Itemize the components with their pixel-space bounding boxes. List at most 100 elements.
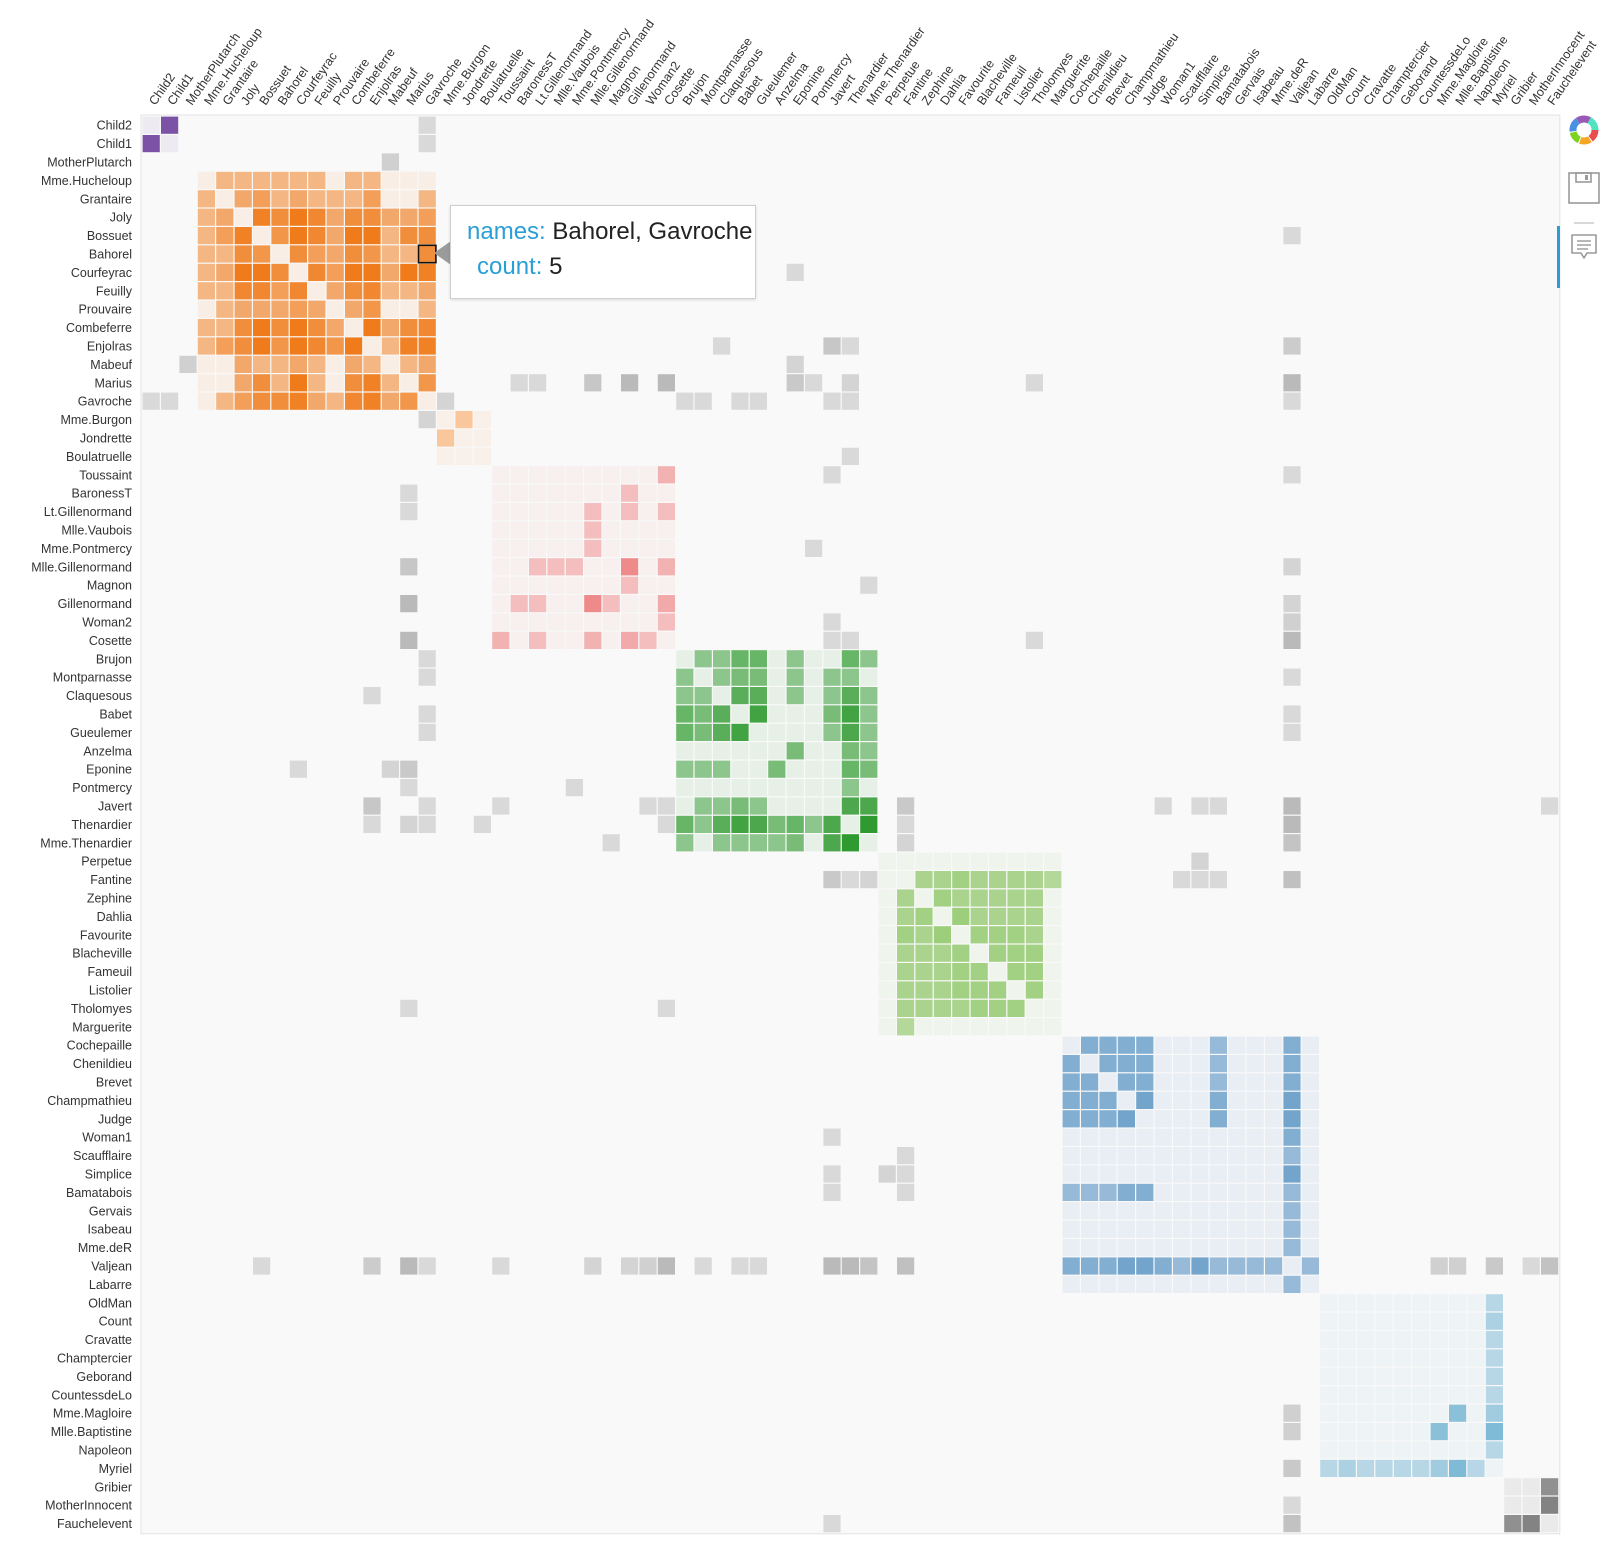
matrix-cell[interactable] — [1338, 1423, 1356, 1441]
matrix-cell[interactable] — [989, 981, 1007, 999]
matrix-cell[interactable] — [1283, 374, 1301, 392]
matrix-cell[interactable] — [289, 208, 307, 226]
matrix-cell[interactable] — [1209, 1202, 1227, 1220]
matrix-cell[interactable] — [1081, 1202, 1099, 1220]
matrix-cell[interactable] — [1412, 1423, 1430, 1441]
matrix-cell[interactable] — [768, 650, 786, 668]
matrix-cell[interactable] — [1209, 1220, 1227, 1238]
matrix-cell[interactable] — [731, 687, 749, 705]
matrix-cell[interactable] — [713, 337, 731, 355]
matrix-cell[interactable] — [749, 705, 767, 723]
matrix-cell[interactable] — [584, 576, 602, 594]
matrix-cell[interactable] — [897, 1018, 915, 1036]
matrix-cell[interactable] — [345, 227, 363, 245]
matrix-cell[interactable] — [253, 245, 271, 263]
matrix-cell[interactable] — [529, 558, 547, 576]
matrix-cell[interactable] — [1007, 963, 1025, 981]
matrix-cell[interactable] — [952, 926, 970, 944]
matrix-cell[interactable] — [529, 521, 547, 539]
matrix-cell[interactable] — [234, 392, 252, 410]
matrix-cell[interactable] — [584, 595, 602, 613]
matrix-cell[interactable] — [952, 999, 970, 1017]
matrix-cell[interactable] — [1228, 1073, 1246, 1091]
matrix-cell[interactable] — [1007, 871, 1025, 889]
matrix-cell[interactable] — [326, 227, 344, 245]
matrix-cell[interactable] — [308, 374, 326, 392]
matrix-cell[interactable] — [345, 245, 363, 263]
matrix-cell[interactable] — [418, 171, 436, 189]
matrix-cell[interactable] — [1338, 1331, 1356, 1349]
matrix-cell[interactable] — [676, 705, 694, 723]
matrix-cell[interactable] — [547, 631, 565, 649]
matrix-cell[interactable] — [1301, 1239, 1319, 1257]
matrix-cell[interactable] — [878, 926, 896, 944]
matrix-cell[interactable] — [1081, 1128, 1099, 1146]
matrix-cell[interactable] — [1062, 1091, 1080, 1109]
matrix-cell[interactable] — [492, 466, 510, 484]
matrix-cell[interactable] — [197, 282, 215, 300]
matrix-cell[interactable] — [694, 668, 712, 686]
matrix-cell[interactable] — [639, 1257, 657, 1275]
matrix-cell[interactable] — [621, 466, 639, 484]
matrix-cell[interactable] — [970, 852, 988, 870]
matrix-cell[interactable] — [1412, 1367, 1430, 1385]
matrix-cell[interactable] — [565, 484, 583, 502]
matrix-cell[interactable] — [694, 815, 712, 833]
matrix-cell[interactable] — [400, 558, 418, 576]
matrix-cell[interactable] — [1191, 1128, 1209, 1146]
matrix-cell[interactable] — [1173, 1147, 1191, 1165]
matrix-cell[interactable] — [381, 153, 399, 171]
matrix-cell[interactable] — [897, 1183, 915, 1201]
matrix-cell[interactable] — [1099, 1036, 1117, 1054]
matrix-cell[interactable] — [1375, 1331, 1393, 1349]
matrix-cell[interactable] — [400, 999, 418, 1017]
matrix-cell[interactable] — [381, 282, 399, 300]
matrix-cell[interactable] — [1191, 1055, 1209, 1073]
matrix-cell[interactable] — [731, 815, 749, 833]
matrix-cell[interactable] — [308, 208, 326, 226]
matrix-cell[interactable] — [271, 208, 289, 226]
matrix-cell[interactable] — [1338, 1386, 1356, 1404]
matrix-cell[interactable] — [657, 466, 675, 484]
matrix-cell[interactable] — [1283, 1515, 1301, 1533]
matrix-cell[interactable] — [676, 815, 694, 833]
matrix-cell[interactable] — [657, 1257, 675, 1275]
matrix-cell[interactable] — [731, 760, 749, 778]
matrix-cell[interactable] — [308, 245, 326, 263]
matrix-cell[interactable] — [1062, 1036, 1080, 1054]
matrix-cell[interactable] — [418, 263, 436, 281]
matrix-cell[interactable] — [1136, 1128, 1154, 1146]
matrix-cell[interactable] — [897, 999, 915, 1017]
matrix-cell[interactable] — [381, 300, 399, 318]
matrix-cell[interactable] — [1283, 1165, 1301, 1183]
matrix-cell[interactable] — [1136, 1147, 1154, 1165]
matrix-cell[interactable] — [1228, 1257, 1246, 1275]
matrix-cell[interactable] — [823, 687, 841, 705]
matrix-cell[interactable] — [1541, 1478, 1559, 1496]
matrix-cell[interactable] — [1025, 907, 1043, 925]
matrix-cell[interactable] — [418, 797, 436, 815]
matrix-cell[interactable] — [1099, 1073, 1117, 1091]
matrix-cell[interactable] — [1007, 1018, 1025, 1036]
matrix-cell[interactable] — [418, 319, 436, 337]
matrix-cell[interactable] — [823, 797, 841, 815]
matrix-cell[interactable] — [216, 171, 234, 189]
matrix-cell[interactable] — [216, 263, 234, 281]
matrix-cell[interactable] — [1025, 963, 1043, 981]
matrix-cell[interactable] — [234, 171, 252, 189]
matrix-cell[interactable] — [492, 503, 510, 521]
matrix-cell[interactable] — [1191, 1165, 1209, 1183]
matrix-cell[interactable] — [418, 668, 436, 686]
matrix-cell[interactable] — [786, 834, 804, 852]
matrix-cell[interactable] — [621, 521, 639, 539]
matrix-cell[interactable] — [363, 319, 381, 337]
matrix-cell[interactable] — [1320, 1294, 1338, 1312]
matrix-cell[interactable] — [197, 337, 215, 355]
matrix-cell[interactable] — [565, 779, 583, 797]
matrix-cell[interactable] — [841, 705, 859, 723]
matrix-cell[interactable] — [1283, 1091, 1301, 1109]
matrix-cell[interactable] — [970, 1018, 988, 1036]
matrix-cell[interactable] — [1062, 1110, 1080, 1128]
matrix-cell[interactable] — [602, 576, 620, 594]
matrix-cell[interactable] — [1099, 1091, 1117, 1109]
